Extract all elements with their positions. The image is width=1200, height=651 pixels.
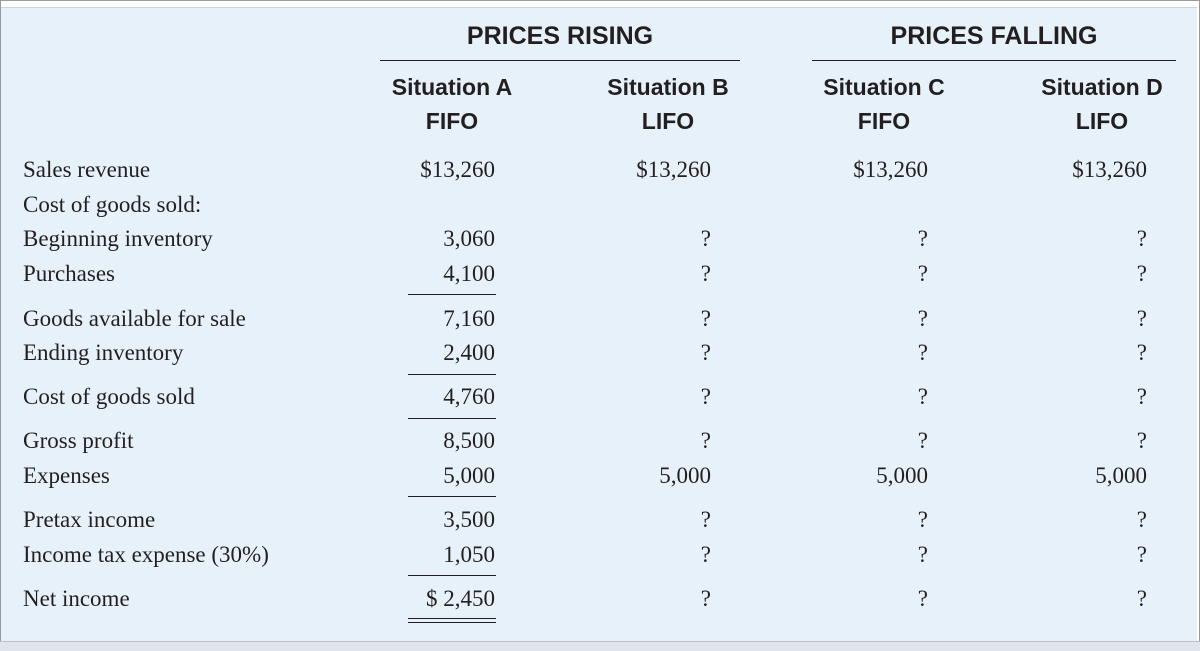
cell-purchases-b: ? xyxy=(700,261,711,286)
column-header-situation-d: Situation D xyxy=(1041,74,1163,100)
group-rule-falling xyxy=(812,60,1176,61)
row-label-income-tax-expense: Income tax expense (30%) xyxy=(23,542,269,567)
row-label-cost-of-goods-sold: Cost of goods sold xyxy=(23,384,195,409)
cell-income-tax-expense-d: ? xyxy=(1136,542,1147,567)
underline-purchases xyxy=(408,294,496,295)
column-header-method-c: FIFO xyxy=(857,108,911,134)
cell-purchases-c: ? xyxy=(917,261,928,286)
table-header xyxy=(1,7,1197,149)
cell-gross-profit-b: ? xyxy=(700,428,711,453)
row-label-cost-of-goods-sold-heading: Cost of goods sold: xyxy=(23,192,202,217)
cell-net-income-d: ? xyxy=(1136,586,1147,611)
cell-purchases-a: 4,100 xyxy=(443,261,495,286)
underline-cost-of-goods-sold xyxy=(408,418,496,419)
column-header-situation-c: Situation C xyxy=(823,74,945,100)
cell-purchases-d: ? xyxy=(1136,261,1147,286)
row-label-beginning-inventory: Beginning inventory xyxy=(23,226,213,251)
cell-cost-of-goods-sold-c: ? xyxy=(917,384,928,409)
column-header-method-d: LIFO xyxy=(1075,108,1129,134)
table-body xyxy=(1,148,1197,641)
cell-beginning-inventory-a: 3,060 xyxy=(443,226,495,251)
group-header-prices-rising: PRICES RISING xyxy=(466,22,654,50)
bottom-edge xyxy=(0,641,1200,651)
row-label-expenses: Expenses xyxy=(23,463,110,488)
group-header-prices-falling: PRICES FALLING xyxy=(890,22,1098,50)
cell-net-income-b: ? xyxy=(700,586,711,611)
cell-sales-revenue-c: $13,260 xyxy=(853,157,928,182)
cell-gross-profit-d: ? xyxy=(1136,428,1147,453)
cell-income-tax-expense-a: 1,050 xyxy=(443,542,495,567)
row-label-net-income: Net income xyxy=(23,586,130,611)
row-label-gross-profit: Gross profit xyxy=(23,428,134,453)
underline-ending-inventory xyxy=(408,374,496,375)
double-underline-net-income-top xyxy=(408,618,496,619)
cell-ending-inventory-d: ? xyxy=(1136,340,1147,365)
cell-pretax-income-c: ? xyxy=(917,507,928,532)
row-label-ending-inventory: Ending inventory xyxy=(23,340,184,365)
cell-cost-of-goods-sold-d: ? xyxy=(1136,384,1147,409)
column-header-method-a: FIFO xyxy=(425,108,479,134)
underline-expenses xyxy=(408,496,496,497)
cell-expenses-a: 5,000 xyxy=(443,463,495,488)
cell-goods-available-b: ? xyxy=(700,306,711,331)
column-header-situation-b: Situation B xyxy=(607,74,729,100)
cell-sales-revenue-a: $13,260 xyxy=(420,157,495,182)
cell-goods-available-c: ? xyxy=(917,306,928,331)
cell-beginning-inventory-b: ? xyxy=(700,226,711,251)
cell-net-income-a: $ 2,450 xyxy=(426,586,495,611)
cell-pretax-income-a: 3,500 xyxy=(443,507,495,532)
double-underline-net-income-bottom xyxy=(408,622,496,623)
row-label-sales-revenue: Sales revenue xyxy=(23,157,151,182)
row-label-goods-available-for-sale: Goods available for sale xyxy=(23,306,246,331)
cell-beginning-inventory-d: ? xyxy=(1136,226,1147,251)
cell-pretax-income-b: ? xyxy=(700,507,711,532)
row-label-pretax-income: Pretax income xyxy=(23,507,156,532)
underline-income-tax-expense xyxy=(408,575,496,576)
cell-goods-available-a: 7,160 xyxy=(443,306,495,331)
cell-income-tax-expense-b: ? xyxy=(700,542,711,567)
cell-expenses-c: 5,000 xyxy=(876,463,928,488)
cell-net-income-c: ? xyxy=(917,586,928,611)
cell-beginning-inventory-c: ? xyxy=(917,226,928,251)
cell-ending-inventory-a: 2,400 xyxy=(443,340,495,365)
cell-expenses-d: 5,000 xyxy=(1095,463,1147,488)
cell-gross-profit-a: 8,500 xyxy=(443,428,495,453)
column-header-method-b: LIFO xyxy=(641,108,695,134)
cell-cost-of-goods-sold-a: 4,760 xyxy=(443,384,495,409)
cell-goods-available-d: ? xyxy=(1136,306,1147,331)
cell-sales-revenue-b: $13,260 xyxy=(636,157,711,182)
cell-income-tax-expense-c: ? xyxy=(917,542,928,567)
cell-cost-of-goods-sold-b: ? xyxy=(700,384,711,409)
cell-gross-profit-c: ? xyxy=(917,428,928,453)
cell-ending-inventory-b: ? xyxy=(700,340,711,365)
cell-sales-revenue-d: $13,260 xyxy=(1072,157,1147,182)
row-label-purchases: Purchases xyxy=(23,261,115,286)
cell-ending-inventory-c: ? xyxy=(917,340,928,365)
column-header-situation-a: Situation A xyxy=(391,74,513,100)
group-rule-rising xyxy=(380,60,740,61)
cell-expenses-b: 5,000 xyxy=(659,463,711,488)
cell-pretax-income-d: ? xyxy=(1136,507,1147,532)
